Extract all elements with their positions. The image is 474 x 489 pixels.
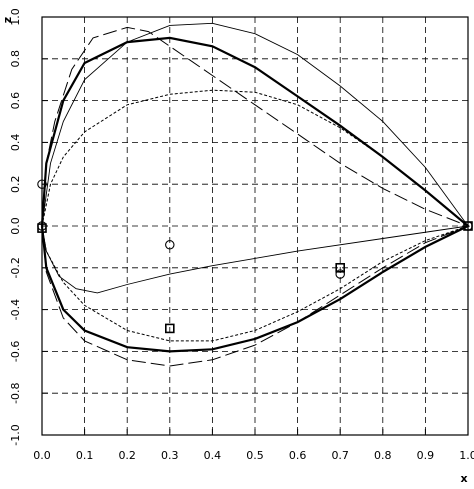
curve <box>41 22 469 294</box>
y-tick-label: 0.8 <box>9 50 22 68</box>
x-tick-label: 0.7 <box>331 449 349 462</box>
x-tick-label: 0.1 <box>76 449 94 462</box>
curve <box>41 89 470 342</box>
x-tick-label: 0.4 <box>204 449 222 462</box>
circle-marker <box>335 269 345 279</box>
y-tick-label: -0.6 <box>9 341 22 362</box>
x-axis-label: x <box>460 472 467 485</box>
y-tick-label: -0.8 <box>9 382 22 403</box>
y-tick-label: 0.6 <box>9 92 22 110</box>
x-tick-label: 0.3 <box>161 449 179 462</box>
circle-marker <box>37 179 47 189</box>
x-tick-label: 0.6 <box>289 449 307 462</box>
curve <box>40 36 471 353</box>
x-tick-label: 0.9 <box>417 449 435 462</box>
square-marker <box>463 221 473 231</box>
y-tick-label: 0.2 <box>9 175 22 193</box>
x-tick-label: 1.0 <box>459 449 474 462</box>
y-tick-label: 1.0 <box>9 8 22 26</box>
y-tick-label: -0.4 <box>9 299 22 320</box>
x-tick-label: 0.0 <box>33 449 51 462</box>
x-tick-label: 0.5 <box>246 449 264 462</box>
y-axis-label: z <box>1 17 14 23</box>
y-tick-label: -1.0 <box>9 424 22 445</box>
x-tick-label: 0.8 <box>374 449 392 462</box>
y-tick-label: 0.0 <box>9 217 22 235</box>
circle-marker <box>165 240 175 250</box>
square-marker <box>37 223 47 233</box>
y-tick-label: 0.4 <box>9 134 22 152</box>
y-tick-label: -0.2 <box>9 257 22 278</box>
square-marker <box>335 262 346 273</box>
curve <box>41 26 470 367</box>
x-tick-label: 0.2 <box>118 449 136 462</box>
square-marker <box>165 323 175 334</box>
